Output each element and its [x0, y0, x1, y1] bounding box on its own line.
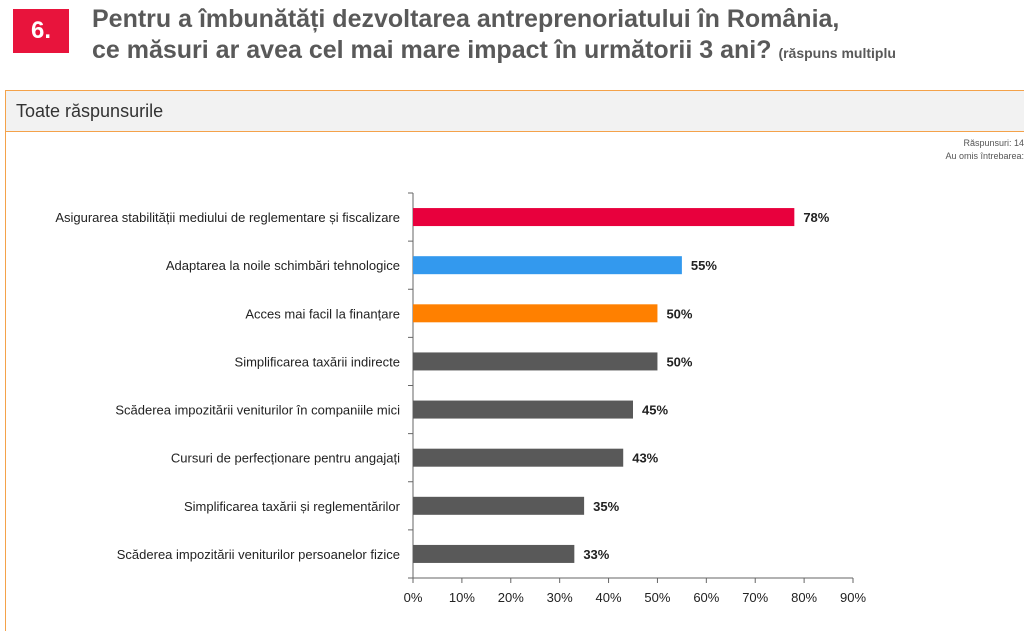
- x-tick-label: 60%: [693, 590, 719, 605]
- question-number-badge: 6.: [13, 9, 69, 53]
- question-title-line2: ce măsuri ar avea cel mai mare impact în…: [92, 35, 1022, 69]
- x-tick-label: 30%: [547, 590, 573, 605]
- data-label: 35%: [593, 499, 619, 514]
- category-label: Scăderea impozitării veniturilor persoan…: [117, 547, 400, 562]
- category-label: Asigurarea stabilității mediului de regl…: [55, 210, 400, 225]
- question-title-note: (răspuns multiplu: [778, 45, 896, 61]
- x-tick-label: 80%: [791, 590, 817, 605]
- data-label: 50%: [666, 354, 692, 369]
- bar: [413, 208, 795, 227]
- stats-omitted: Au omis întrebarea:: [945, 151, 1024, 161]
- x-tick-label: 70%: [742, 590, 768, 605]
- bar: [413, 256, 682, 275]
- stats-answers: Răspunsuri: 14: [963, 138, 1024, 148]
- bar-chart: 0% 10% 20% 30% 40% 50% 60% 70% 80% 90% Asigurarea …: [55, 192, 866, 605]
- data-label: 45%: [642, 403, 668, 418]
- x-tick-label: 20%: [498, 590, 524, 605]
- data-label: 55%: [691, 258, 717, 273]
- bar: [413, 352, 658, 371]
- bar: [413, 544, 575, 563]
- category-label: Simplificarea taxării și reglementărilor: [184, 499, 401, 514]
- data-label: 50%: [666, 306, 692, 321]
- question-title-line1: Pentru a îmbunătăți dezvoltarea antrepre…: [92, 5, 840, 33]
- x-tick-label: 50%: [644, 590, 670, 605]
- category-label: Cursuri de perfecționare pentru angajați: [171, 451, 400, 466]
- question-title-text: ce măsuri ar avea cel mai mare impact în…: [92, 36, 772, 64]
- bar: [413, 400, 633, 419]
- data-label: 78%: [803, 210, 829, 225]
- results-panel: Toate răspunsurile: [5, 90, 1024, 631]
- x-tick-label: 90%: [840, 590, 866, 605]
- data-label: 43%: [632, 451, 658, 466]
- x-tick-label: 0%: [404, 590, 423, 605]
- category-label: Adaptarea la noile schimbări tehnologice: [166, 258, 400, 273]
- panel-header-label: Toate răspunsurile: [16, 101, 164, 121]
- panel-header: Toate răspunsurile: [6, 91, 1024, 132]
- category-label: Acces mai facil la finanțare: [245, 306, 400, 321]
- bar: [413, 304, 658, 323]
- category-label: Scăderea impozitării veniturilor în comp…: [115, 403, 400, 418]
- bar: [413, 448, 624, 467]
- bar: [413, 496, 585, 515]
- response-stats: Răspunsuri: 14 Au omis întrebarea:: [884, 137, 1024, 163]
- x-tick-label: 10%: [449, 590, 475, 605]
- data-label: 33%: [583, 547, 609, 562]
- question-title: Pentru a îmbunătăți dezvoltarea antrepre…: [92, 4, 1022, 69]
- x-tick-label: 40%: [596, 590, 622, 605]
- category-label: Simplificarea taxării indirecte: [235, 354, 400, 369]
